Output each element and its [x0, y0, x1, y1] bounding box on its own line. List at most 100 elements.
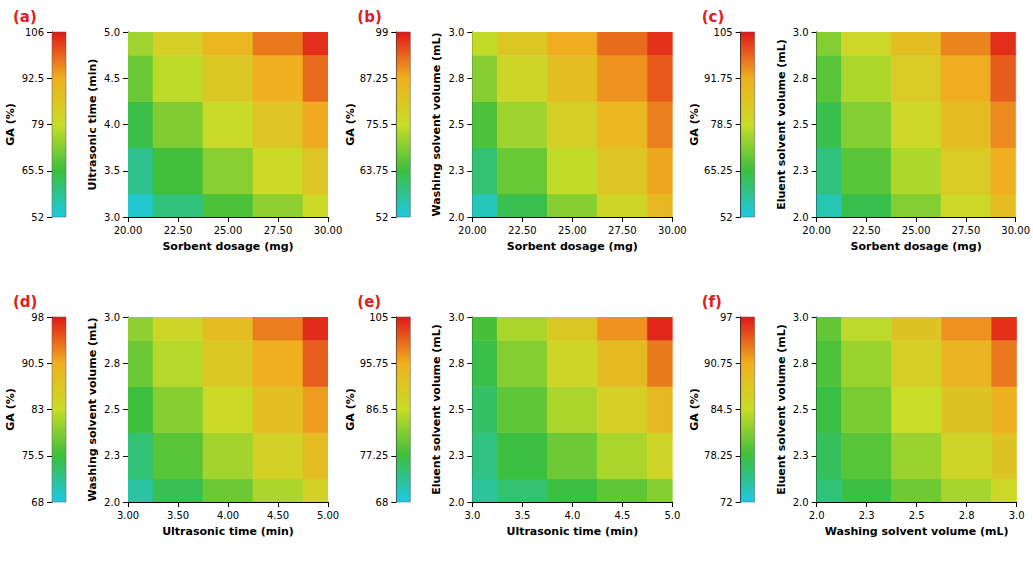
- svg-text:2.5: 2.5: [793, 119, 809, 130]
- svg-text:GA (%): GA (%): [344, 388, 357, 430]
- svg-text:105: 105: [369, 312, 388, 323]
- svg-text:5.00: 5.00: [317, 510, 339, 521]
- svg-text:2.0: 2.0: [793, 497, 809, 508]
- svg-text:90.75: 90.75: [704, 358, 733, 369]
- svg-text:Ultrasonic time (min): Ultrasonic time (min): [162, 525, 294, 538]
- svg-text:27.50: 27.50: [264, 225, 293, 236]
- svg-text:2.0: 2.0: [809, 510, 825, 521]
- svg-text:Sorbent dosage (mg): Sorbent dosage (mg): [162, 240, 293, 253]
- svg-text:78.5: 78.5: [710, 119, 732, 130]
- svg-text:77.25: 77.25: [360, 450, 389, 461]
- svg-text:2.0: 2.0: [448, 212, 464, 223]
- svg-text:(f): (f): [702, 293, 722, 311]
- svg-text:(c): (c): [702, 8, 725, 26]
- svg-text:3.50: 3.50: [167, 510, 189, 521]
- svg-text:87.25: 87.25: [360, 73, 389, 84]
- svg-text:106: 106: [25, 27, 44, 38]
- svg-text:2.5: 2.5: [909, 510, 925, 521]
- svg-text:2.3: 2.3: [793, 165, 809, 176]
- svg-text:2.8: 2.8: [448, 73, 464, 84]
- svg-text:30.00: 30.00: [1001, 225, 1030, 236]
- svg-text:GA (%): GA (%): [688, 103, 701, 145]
- svg-text:Sorbent dosage (mg): Sorbent dosage (mg): [507, 240, 638, 253]
- svg-text:Eluent solvent volume (mL): Eluent solvent volume (mL): [775, 39, 788, 210]
- svg-text:5.0: 5.0: [664, 510, 680, 521]
- svg-text:GA (%): GA (%): [688, 388, 701, 430]
- svg-text:52: 52: [376, 212, 389, 223]
- svg-text:Sorbent dosage (mg): Sorbent dosage (mg): [851, 240, 982, 253]
- svg-text:2.5: 2.5: [448, 404, 464, 415]
- svg-text:(e): (e): [357, 293, 381, 311]
- svg-text:GA (%): GA (%): [4, 388, 17, 430]
- svg-text:3.0: 3.0: [793, 312, 809, 323]
- svg-text:Ultrasonic time (min): Ultrasonic time (min): [86, 59, 99, 191]
- svg-text:2.8: 2.8: [959, 510, 975, 521]
- svg-text:2.5: 2.5: [793, 404, 809, 415]
- svg-text:3.5: 3.5: [514, 510, 530, 521]
- svg-text:25.00: 25.00: [902, 225, 931, 236]
- svg-text:(b): (b): [357, 8, 381, 26]
- svg-text:2.8: 2.8: [104, 358, 120, 369]
- svg-text:4.0: 4.0: [564, 510, 580, 521]
- svg-text:86.5: 86.5: [366, 404, 388, 415]
- svg-text:20.00: 20.00: [458, 225, 487, 236]
- svg-text:20.00: 20.00: [114, 225, 143, 236]
- svg-text:79: 79: [31, 119, 44, 130]
- svg-text:5.0: 5.0: [104, 27, 120, 38]
- svg-text:25.00: 25.00: [558, 225, 587, 236]
- svg-text:4.00: 4.00: [217, 510, 239, 521]
- svg-text:3.0: 3.0: [104, 212, 120, 223]
- svg-text:2.5: 2.5: [448, 119, 464, 130]
- svg-text:27.50: 27.50: [608, 225, 637, 236]
- svg-text:2.0: 2.0: [104, 497, 120, 508]
- svg-text:83: 83: [31, 404, 44, 415]
- svg-text:3.0: 3.0: [793, 27, 809, 38]
- svg-text:Eluent solvent volume (mL): Eluent solvent volume (mL): [430, 324, 443, 495]
- svg-text:(d): (d): [13, 293, 37, 311]
- svg-text:Washing solvent volume (mL): Washing solvent volume (mL): [430, 33, 443, 217]
- svg-text:75.5: 75.5: [366, 119, 388, 130]
- svg-text:92.5: 92.5: [22, 73, 44, 84]
- svg-text:2.3: 2.3: [448, 165, 464, 176]
- svg-text:68: 68: [31, 497, 44, 508]
- svg-text:3.5: 3.5: [104, 165, 120, 176]
- svg-text:GA (%): GA (%): [4, 103, 17, 145]
- svg-text:2.3: 2.3: [104, 450, 120, 461]
- svg-text:20.00: 20.00: [802, 225, 831, 236]
- svg-text:99: 99: [376, 27, 389, 38]
- svg-text:Ultrasonic time (min): Ultrasonic time (min): [506, 525, 638, 538]
- svg-text:3.00: 3.00: [117, 510, 139, 521]
- svg-text:Washing solvent volume (mL): Washing solvent volume (mL): [86, 318, 99, 502]
- svg-text:2.3: 2.3: [448, 450, 464, 461]
- svg-text:30.00: 30.00: [314, 225, 343, 236]
- svg-text:91.75: 91.75: [704, 73, 733, 84]
- svg-text:22.50: 22.50: [508, 225, 537, 236]
- svg-text:63.75: 63.75: [360, 165, 389, 176]
- svg-text:65.25: 65.25: [704, 165, 733, 176]
- svg-text:68: 68: [376, 497, 389, 508]
- svg-text:25.00: 25.00: [214, 225, 243, 236]
- svg-text:4.5: 4.5: [614, 510, 630, 521]
- svg-text:4.0: 4.0: [104, 119, 120, 130]
- svg-text:Washing solvent volume (mL): Washing solvent volume (mL): [825, 525, 1009, 538]
- svg-text:105: 105: [714, 27, 733, 38]
- svg-text:GA (%): GA (%): [344, 103, 357, 145]
- svg-text:65.5: 65.5: [22, 165, 44, 176]
- svg-text:3.0: 3.0: [448, 27, 464, 38]
- svg-text:22.50: 22.50: [852, 225, 881, 236]
- svg-text:78.25: 78.25: [704, 450, 733, 461]
- svg-text:2.3: 2.3: [859, 510, 875, 521]
- svg-text:2.5: 2.5: [104, 404, 120, 415]
- svg-text:4.5: 4.5: [104, 73, 120, 84]
- svg-text:4.50: 4.50: [267, 510, 289, 521]
- svg-text:3.0: 3.0: [1009, 510, 1025, 521]
- svg-text:22.50: 22.50: [164, 225, 193, 236]
- svg-text:2.3: 2.3: [793, 450, 809, 461]
- svg-text:95.75: 95.75: [360, 358, 389, 369]
- svg-text:3.0: 3.0: [104, 312, 120, 323]
- svg-text:3.0: 3.0: [464, 510, 480, 521]
- svg-text:2.8: 2.8: [793, 358, 809, 369]
- svg-text:72: 72: [720, 497, 733, 508]
- svg-text:Eluent solvent volume (mL): Eluent solvent volume (mL): [775, 324, 788, 495]
- svg-text:98: 98: [31, 312, 44, 323]
